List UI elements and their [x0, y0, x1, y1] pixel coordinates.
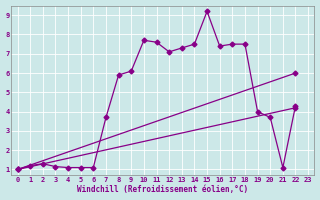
- X-axis label: Windchill (Refroidissement éolien,°C): Windchill (Refroidissement éolien,°C): [77, 185, 248, 194]
